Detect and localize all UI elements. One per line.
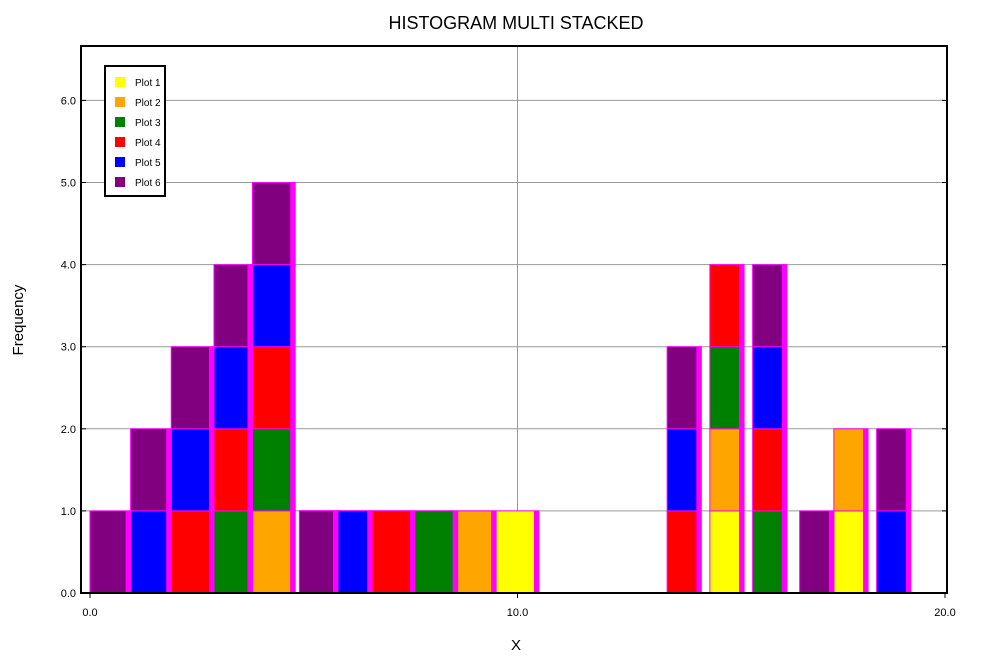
bar-edge-plot-5: [367, 510, 373, 593]
y-tick-label: 0.0: [61, 588, 76, 600]
bar-plot-5: [876, 510, 912, 594]
legend-label-plot-1: Plot 1: [135, 78, 161, 89]
bar-edge-plot-5: [208, 428, 214, 511]
bar-edge-plot-4: [781, 428, 787, 511]
x-axis-title: X: [511, 637, 521, 654]
bar-plot-5: [666, 428, 702, 512]
bar-plot-4: [752, 428, 788, 512]
bar-edge-plot-3: [247, 510, 253, 593]
bar-plot-5: [130, 510, 172, 594]
legend-label-plot-2: Plot 2: [135, 98, 161, 109]
bar-edge-plot-2: [739, 428, 745, 511]
legend-label-plot-3: Plot 3: [135, 118, 161, 129]
bar-plot-6: [170, 346, 215, 430]
bar-edge-plot-6: [208, 346, 214, 429]
bar-edge-plot-5: [290, 264, 296, 347]
bar-plot-5: [213, 346, 253, 430]
legend-swatch-plot-1: [115, 77, 125, 87]
bar-plot-5: [752, 346, 788, 430]
bar-plot-2: [251, 510, 296, 594]
bar-plot-3: [709, 346, 745, 430]
bar-plot-3: [251, 428, 296, 512]
legend-label-plot-4: Plot 4: [135, 138, 161, 149]
chart-title: HISTOGRAM MULTI STACKED: [388, 13, 643, 33]
legend: Plot 1 Plot 2 Plot 3 Plot 4 Plot 5 Plot 6: [104, 65, 166, 197]
bar-plot-6: [799, 510, 835, 594]
y-tick-label: 2.0: [61, 424, 76, 436]
bar-edge-plot-4: [290, 346, 296, 429]
bar-edge-plot-4: [696, 510, 702, 593]
bar-plot-4: [213, 428, 253, 512]
bar-edge-plot-6: [332, 510, 338, 593]
legend-swatch-plot-2: [115, 97, 125, 107]
bar-plot-6: [130, 428, 172, 512]
bar-edge-plot-2: [863, 428, 869, 511]
bar-edge-plot-5: [166, 510, 172, 593]
y-axis-title: Frequency: [10, 284, 27, 355]
bar-plot-1: [709, 510, 745, 594]
bar-edge-plot-5: [247, 346, 253, 429]
legend-swatch-plot-5: [115, 157, 125, 167]
bar-plot-6: [89, 510, 132, 594]
bar-edge-plot-6: [781, 264, 787, 347]
x-tick-label: 20.0: [934, 607, 955, 619]
bar-plot-6: [251, 182, 296, 266]
bar-plot-4: [709, 264, 745, 348]
bar-edge-plot-6: [247, 264, 253, 347]
y-tick-label: 5.0: [61, 178, 76, 190]
bar-edge-plot-3: [452, 510, 458, 593]
bar-edge-plot-3: [290, 428, 296, 511]
bar-edge-plot-6: [905, 428, 911, 511]
bar-edge-plot-4: [208, 510, 214, 593]
legend-label-plot-6: Plot 6: [135, 178, 161, 189]
y-tick-label: 3.0: [61, 342, 76, 354]
bar-plot-5: [170, 428, 215, 512]
bar-plot-6: [213, 264, 253, 348]
bar-plot-6: [666, 346, 702, 430]
bar-edge-plot-3: [781, 510, 787, 593]
axes: 0.0 1.0 2.0 3.0 4.0 5.0 6.0 0.0 10.0 20.0: [61, 95, 956, 619]
bar-edge-plot-1: [863, 510, 869, 593]
bars: [89, 182, 912, 594]
bar-plot-1: [833, 510, 869, 594]
bar-plot-4: [666, 510, 702, 594]
legend-label-plot-5: Plot 5: [135, 158, 161, 169]
bar-edge-plot-6: [696, 346, 702, 429]
bar-plot-2: [833, 428, 869, 512]
bar-edge-plot-4: [247, 428, 253, 511]
y-tick-label: 4.0: [61, 260, 76, 272]
bar-plot-4: [251, 346, 296, 430]
bar-edge-plot-5: [696, 428, 702, 511]
bar-plot-2: [709, 428, 745, 512]
legend-swatch-plot-3: [115, 117, 125, 127]
bar-edge-plot-6: [290, 182, 296, 265]
bar-edge-plot-5: [905, 510, 911, 593]
x-tick-label: 0.0: [82, 607, 97, 619]
bar-edge-plot-1: [739, 510, 745, 593]
bar-plot-6: [298, 510, 339, 594]
bar-edge-plot-6: [166, 428, 172, 511]
bar-plot-4: [170, 510, 215, 594]
bar-edge-plot-2: [290, 510, 296, 593]
bar-plot-3: [752, 510, 788, 594]
legend-box: [104, 65, 166, 197]
bar-edge-plot-1: [533, 510, 539, 593]
legend-swatch-plot-6: [115, 177, 125, 187]
bar-edge-plot-6: [828, 510, 834, 593]
y-tick-label: 6.0: [61, 95, 76, 107]
bar-plot-5: [251, 264, 296, 348]
bar-plot-3: [213, 510, 253, 594]
bar-plot-6: [876, 428, 912, 512]
x-tick-label: 10.0: [507, 607, 528, 619]
y-tick-label: 1.0: [61, 506, 76, 518]
bar-edge-plot-4: [739, 264, 745, 347]
bar-edge-plot-3: [739, 346, 745, 429]
bar-edge-plot-4: [409, 510, 415, 593]
bar-edge-plot-2: [491, 510, 497, 593]
bar-edge-plot-5: [781, 346, 787, 429]
bar-plot-6: [752, 264, 788, 348]
legend-swatch-plot-4: [115, 137, 125, 147]
bar-edge-plot-6: [125, 510, 131, 593]
